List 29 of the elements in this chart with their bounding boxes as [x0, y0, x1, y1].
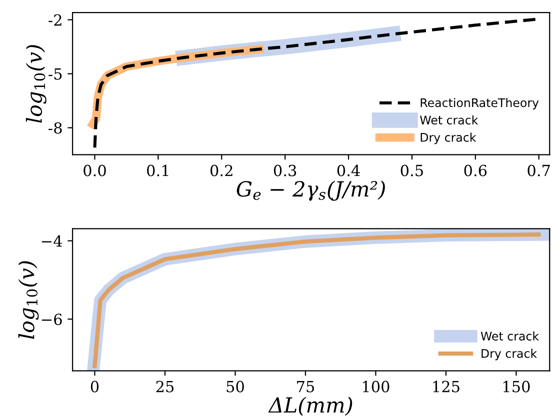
y-axis-title: log$_{10}$(v) — [18, 261, 39, 339]
x-tick-label: 0.7 — [528, 164, 550, 176]
x-tick-label: 0.5 — [400, 164, 423, 176]
x-tick-label: 0 — [90, 380, 99, 392]
x-axis-title: ΔL(mm) — [268, 396, 352, 416]
x-tick-label: 0.1 — [147, 164, 168, 176]
x-tick-label: 125 — [433, 380, 460, 392]
y-tick-label: -2 — [48, 14, 62, 26]
legend-label: Dry crack — [420, 132, 476, 144]
x-tick-label: 150 — [503, 380, 530, 392]
legend-label: Wet crack — [420, 115, 478, 124]
x-tick-label: 100 — [362, 380, 390, 392]
x-tick-label: 25 — [156, 380, 174, 392]
x-tick-label: 75 — [297, 381, 314, 392]
y-tick-label: −6 — [42, 314, 62, 326]
x-tick-label: 0.4 — [337, 164, 360, 176]
legend-label: Wet crack — [480, 331, 539, 341]
y-tick-label: −4 — [42, 235, 62, 247]
y-tick-label: -5 — [48, 68, 62, 80]
x-tick-label: 0.0 — [84, 164, 106, 176]
legend-label: ReactionRateTheory — [420, 98, 539, 110]
x-tick-label: 0.2 — [210, 164, 232, 176]
legend-label: Dry crack — [482, 348, 538, 360]
x-tick-label: 0.3 — [274, 164, 296, 176]
y-axis-title: log$_{10}$(v) — [26, 45, 46, 123]
x-tick-label: 0.6 — [464, 164, 487, 176]
x-tick-label: 50 — [226, 380, 244, 392]
y-tick-label: -8 — [48, 122, 62, 134]
x-axis-title: G$_{e}$ − 2γ$_{s}$(J/m²) — [236, 180, 385, 201]
